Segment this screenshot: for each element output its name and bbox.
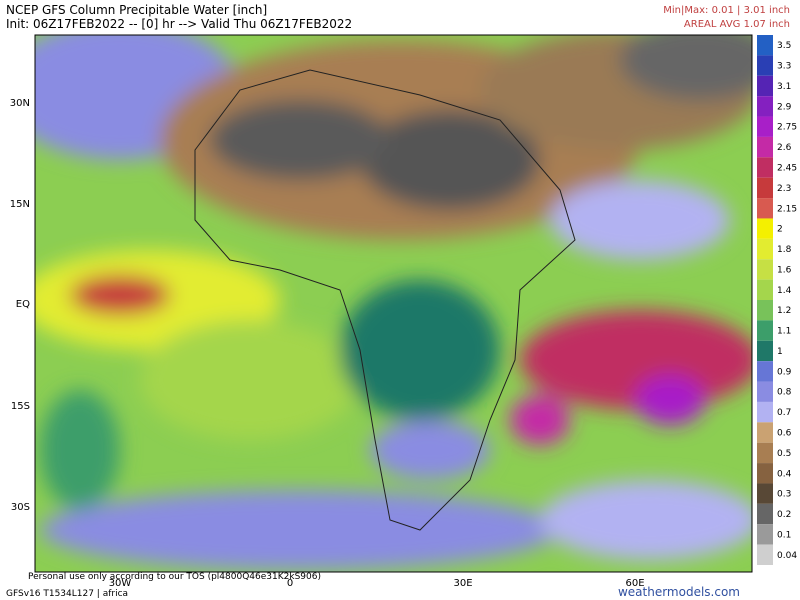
map-field — [35, 35, 752, 572]
colorbar-cell — [757, 381, 773, 402]
colorbar-label: 3.1 — [777, 82, 791, 92]
colorbar-label: 2.45 — [777, 164, 797, 174]
colorbar-cell — [757, 75, 773, 97]
colorbar-cell — [757, 55, 773, 76]
colorbar-label: 1.6 — [777, 265, 792, 275]
coastline — [194, 69, 576, 531]
min-max: Min|Max: 0.01 | 3.01 inch — [663, 5, 790, 16]
areal-avg: AREAL AVG 1.07 inch — [684, 19, 790, 30]
colorbar-label: 0.9 — [777, 367, 792, 377]
colorbar-label: 1.1 — [777, 327, 791, 337]
colorbar-cell — [757, 524, 773, 545]
site-link: weathermodels.com — [618, 585, 740, 599]
colorbar-label: 1 — [777, 347, 783, 357]
colorbar-cell — [757, 463, 773, 484]
colorbar-label: 3.3 — [777, 62, 791, 72]
lat-label: 30S — [11, 502, 30, 513]
lon-label: 30E — [453, 578, 472, 589]
colorbar-label: 2.15 — [777, 204, 797, 214]
colorbar-cell — [757, 544, 773, 565]
colorbar-cell — [757, 361, 773, 382]
colorbar-label: 1.4 — [777, 286, 792, 296]
lat-label: EQ — [16, 299, 30, 310]
colorbar-label: 3.5 — [777, 41, 791, 51]
colorbar-cell — [757, 483, 773, 504]
colorbar-label: 0.5 — [777, 449, 791, 459]
subtitle: Init: 06Z17FEB2022 -- [0] hr --> Valid T… — [6, 17, 352, 31]
colorbar-label: 2.75 — [777, 123, 797, 133]
colorbar-label: 2.3 — [777, 184, 791, 194]
colorbar-label: 0.2 — [777, 510, 791, 520]
colorbar-cell — [757, 422, 773, 443]
colorbar-label: 2.9 — [777, 102, 792, 112]
colorbar-label: 1.2 — [777, 306, 791, 316]
colorbar-cell — [757, 401, 773, 423]
model-info: GFSv16 T1534L127 | africa — [6, 589, 128, 599]
lat-label: 15N — [10, 199, 30, 210]
colorbar-label: 2.6 — [777, 143, 792, 153]
colorbar-cell — [757, 238, 773, 260]
tos-note: Personal use only according to our TOS (… — [28, 572, 321, 582]
colorbar-cell — [757, 320, 773, 341]
colorbar-cell — [757, 279, 773, 300]
colorbar-cell — [757, 300, 773, 321]
colorbar-label: 0.04 — [777, 551, 797, 561]
colorbar-cell — [757, 198, 773, 219]
colorbar-label: 2 — [777, 225, 783, 235]
lon-label: 0 — [287, 578, 293, 589]
colorbar-label: 0.4 — [777, 469, 792, 479]
colorbar-cell — [757, 340, 773, 362]
colorbar-cell — [757, 259, 773, 280]
colorbar-label: 0.8 — [777, 388, 792, 398]
colorbar-label: 1.8 — [777, 245, 792, 255]
colorbar-cell — [757, 442, 773, 464]
lat-label: 30N — [10, 98, 30, 109]
lon-label: 30W — [109, 578, 132, 589]
colorbar-label: 0.7 — [777, 408, 791, 418]
lat-label: 15S — [11, 401, 30, 412]
colorbar-cell — [757, 157, 773, 178]
colorbar-cell — [757, 177, 773, 199]
colorbar-cell — [757, 116, 773, 137]
colorbar-cell — [757, 35, 773, 56]
title: NCEP GFS Column Precipitable Water [inch… — [6, 3, 267, 17]
colorbar-cell — [757, 503, 773, 525]
colorbar-cell — [757, 96, 773, 117]
map-frame — [34, 34, 753, 573]
colorbar-cell — [757, 218, 773, 239]
colorbar-cell — [757, 136, 773, 158]
lon-label: 60E — [625, 578, 644, 589]
colorbar-label: 0.3 — [777, 490, 791, 500]
colorbar-label: 0.6 — [777, 429, 792, 439]
colorbar-label: 0.1 — [777, 530, 791, 540]
